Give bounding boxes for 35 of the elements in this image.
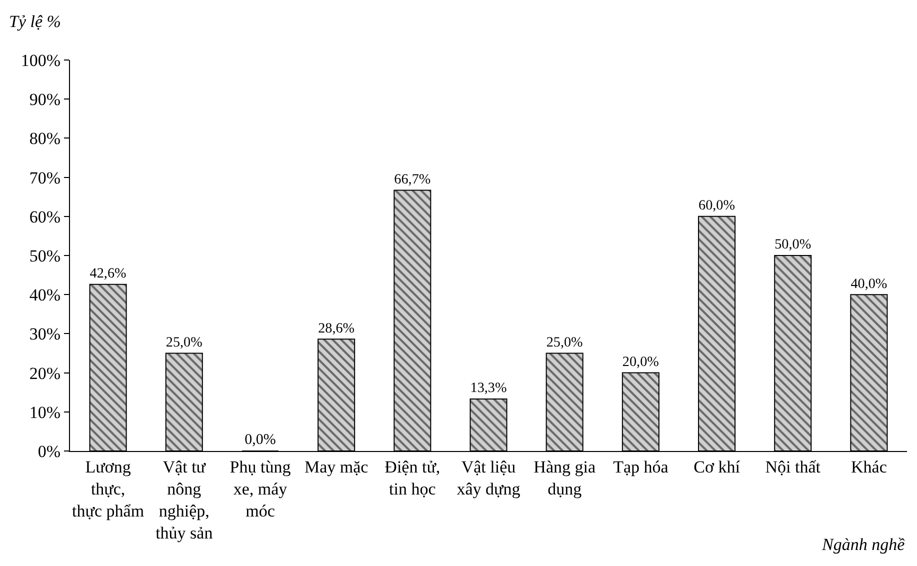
x-tick-label: Vật liệu xây dựng xyxy=(456,457,521,498)
y-tick-label: 20% xyxy=(29,364,61,383)
data-label: 20,0% xyxy=(622,354,660,370)
data-label: 40,0% xyxy=(850,276,888,292)
data-label: 25,0% xyxy=(546,334,584,350)
y-tick-label: 60% xyxy=(29,207,61,226)
y-tick-label: 70% xyxy=(29,168,61,188)
x-tick-label: Hàng gia dụng xyxy=(534,457,596,498)
x-tick-label: Điện tử, tin học xyxy=(384,457,440,498)
x-axis-title: Ngành nghề xyxy=(821,535,906,554)
y-tick-label: 80% xyxy=(29,129,61,148)
x-tick-label: May mặc xyxy=(304,457,369,476)
y-tick-label: 50% xyxy=(29,246,61,266)
data-label: 50,0% xyxy=(774,236,812,253)
y-tick-label: 0% xyxy=(38,442,61,461)
data-label: 28,6% xyxy=(318,320,355,336)
data-label: 0,0% xyxy=(244,432,276,448)
y-tick-label: 10% xyxy=(29,402,61,422)
y-tick-label: 30% xyxy=(29,324,61,344)
x-tick-label: Nội thất xyxy=(765,457,821,476)
x-tick-label: Cơ khí xyxy=(694,457,740,476)
x-tick-label: Phụ tùng xe, máy móc xyxy=(230,457,292,521)
data-label: 13,3% xyxy=(470,380,507,396)
x-tick-label: Lương thực, thực phẩm xyxy=(72,457,144,521)
data-label: 66,7% xyxy=(394,171,431,188)
data-label: 25,0% xyxy=(166,334,203,350)
x-tick-label: Tạp hóa xyxy=(613,457,669,476)
y-tick-label: 100% xyxy=(20,50,61,70)
x-tick-label: Vật tư nông nghiệp, thủy sản xyxy=(156,457,214,543)
data-label: 42,6% xyxy=(90,266,127,282)
y-tick-label: 90% xyxy=(29,90,61,110)
y-tick-label: 40% xyxy=(29,286,61,305)
y-axis-title: Tỷ lệ % xyxy=(9,12,61,31)
x-tick-label: Khác xyxy=(851,457,888,476)
data-label: 60,0% xyxy=(698,198,736,214)
